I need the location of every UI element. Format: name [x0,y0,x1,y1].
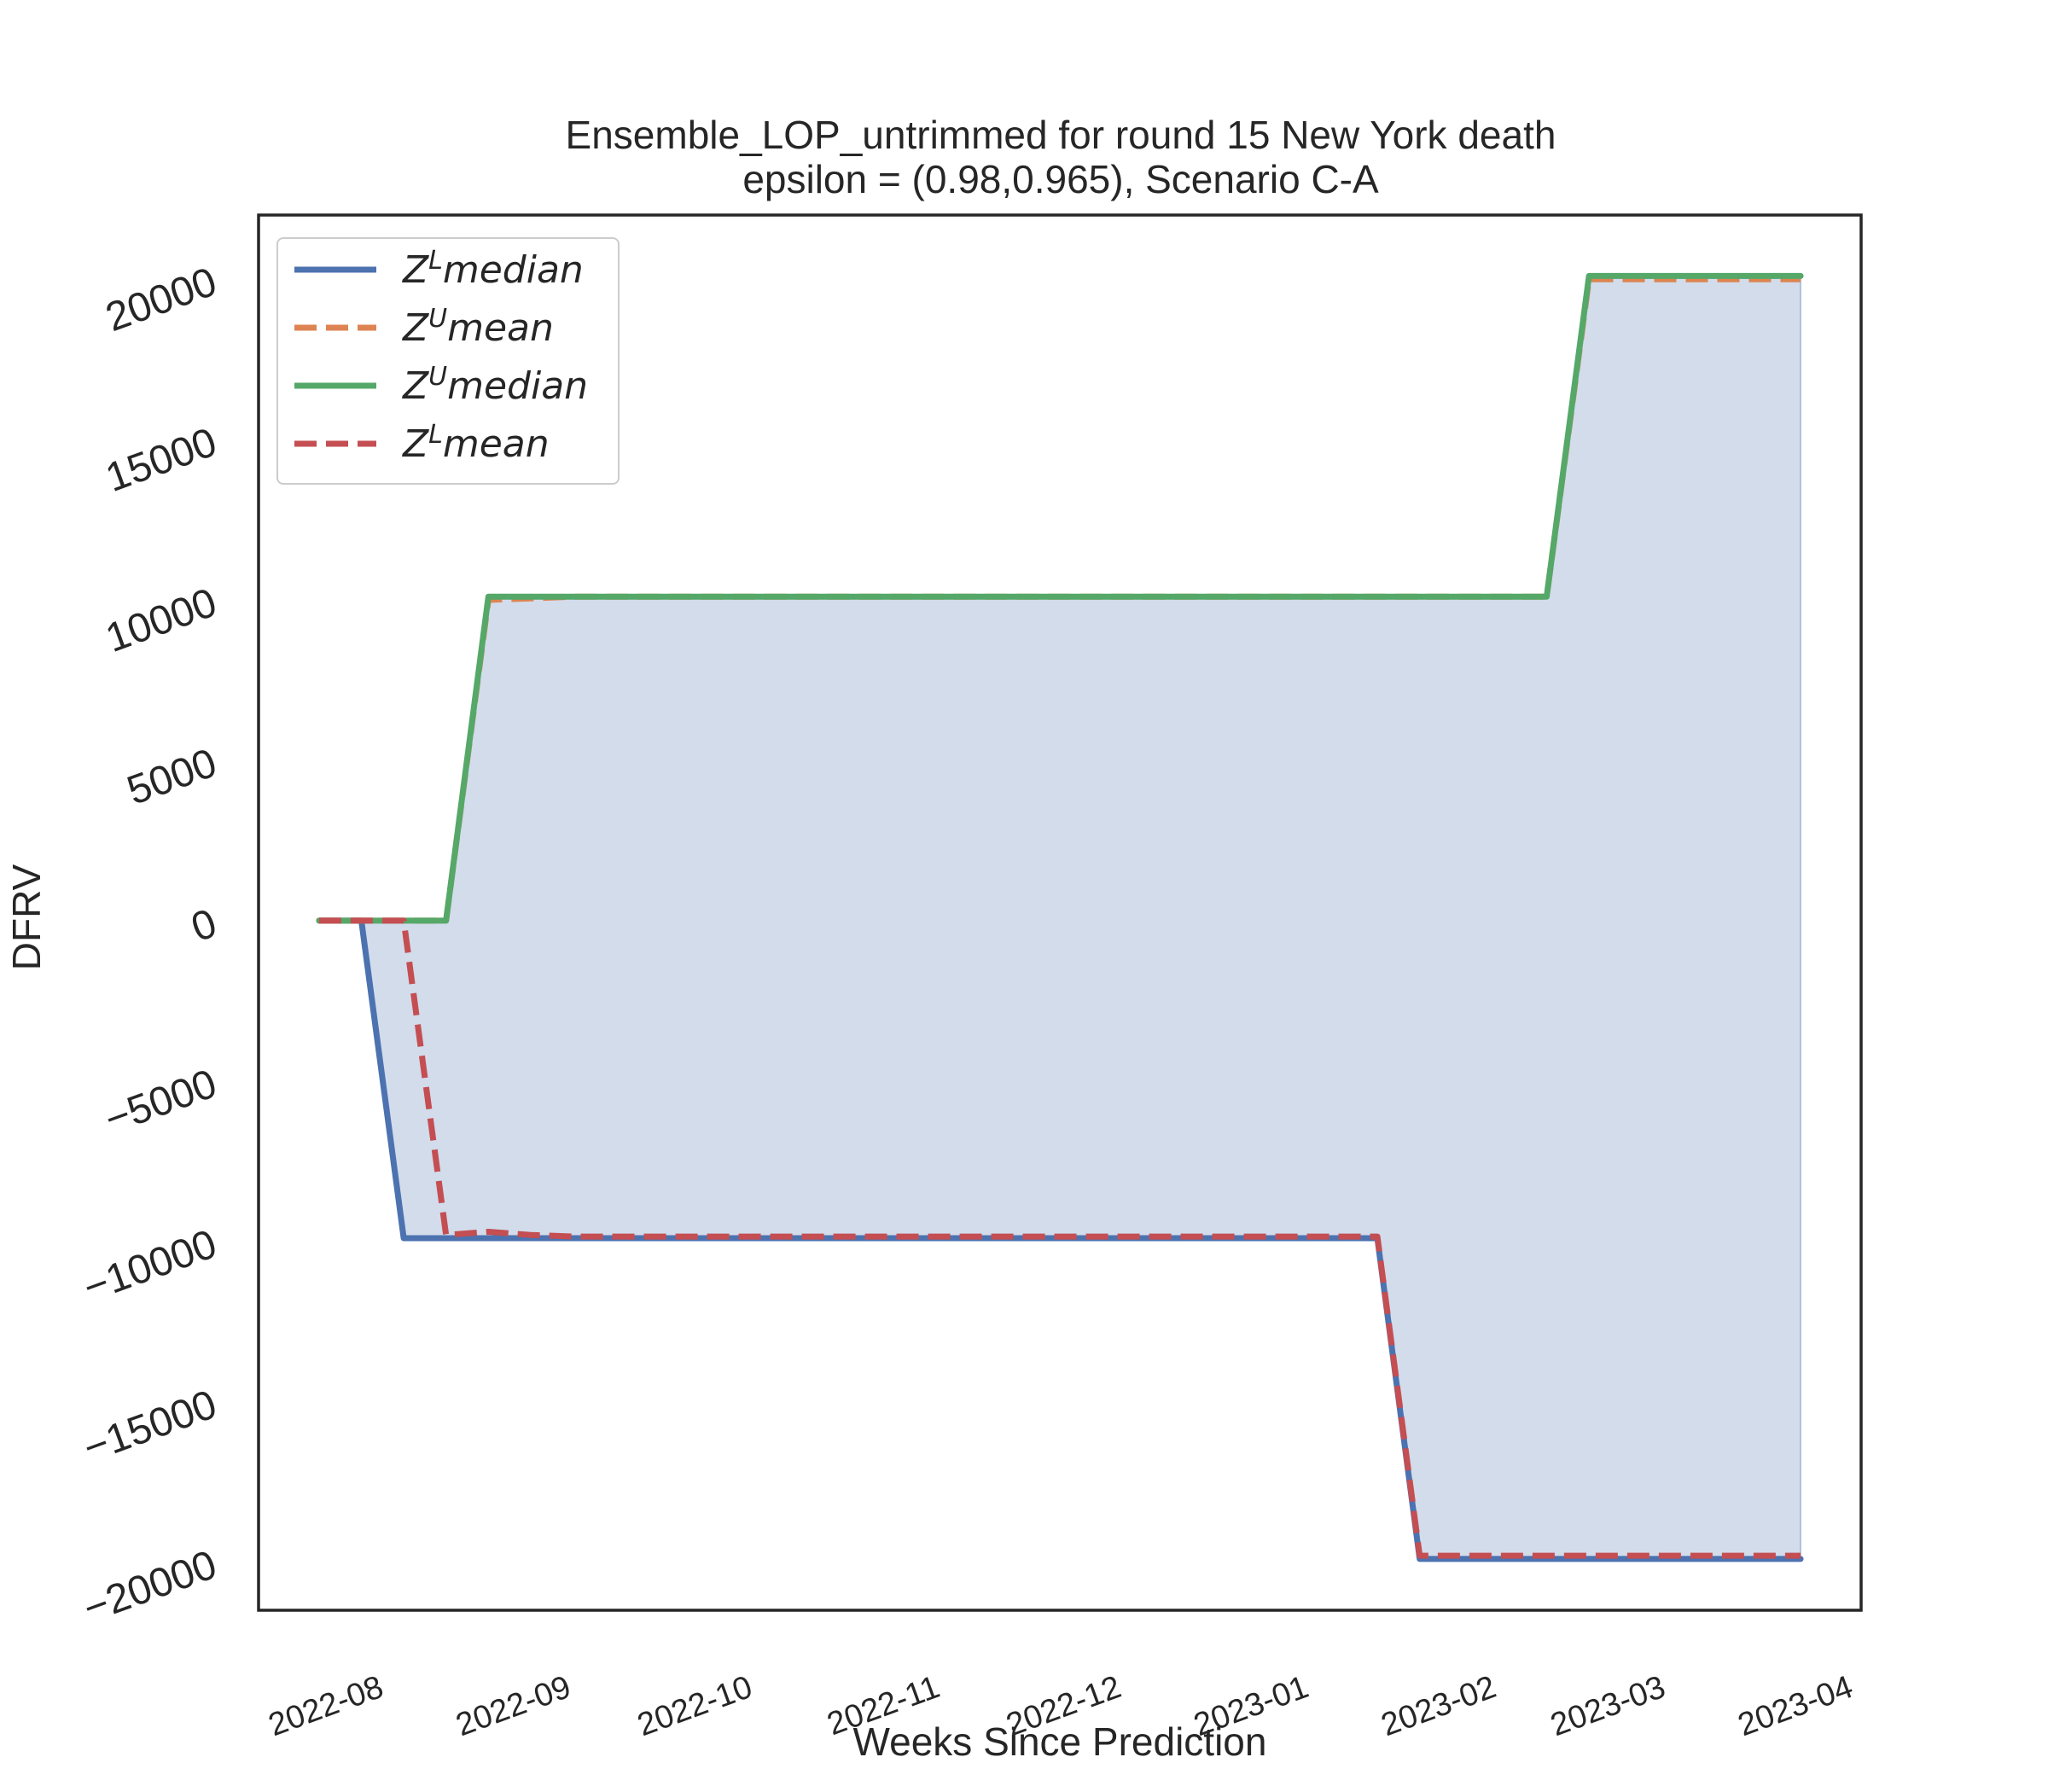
y-tick-label: 20000 [100,259,223,340]
legend-label-3: ZLmean [402,420,550,466]
x-tick-label: 2022-08 [264,1669,387,1743]
plot-frame [257,213,1863,1612]
chart-subtitle: epsilon = (0.98,0.965), Scenario C-A [742,157,1379,201]
plot-area [316,272,1804,1562]
y-tick-label: −15000 [78,1382,223,1471]
y-tick-label: 10000 [100,580,223,661]
y-tick-label: −20000 [78,1542,223,1632]
legend-label-2: ZUmedian [402,362,588,408]
legend-box [276,237,620,485]
y-tick-label: 5000 [121,740,222,813]
x-tick-label: 2023-02 [1376,1669,1500,1743]
y-axis-ticks: 20000 15000 10000 5000 0 −5000 −10000 −15000 −20… [78,259,223,1632]
y-tick-label: 15000 [100,420,223,501]
y-tick-label: −5000 [99,1061,223,1143]
x-tick-label: 2022-09 [451,1669,575,1743]
x-tick-label: 2023-04 [1733,1669,1857,1743]
y-tick-label: 0 [186,900,223,951]
series-line-3 [318,917,1801,1559]
x-axis-label: Weeks Since Prediction [853,1719,1267,1764]
x-tick-label: 2022-10 [633,1669,757,1743]
y-axis-label: DFRV [4,864,49,970]
chart-title: Ensemble_LOP_untrimmed for round 15 New … [566,113,1556,157]
legend-label-1: ZUmean [402,304,554,350]
legend: ZLmedian ZUmean ZUmedian ZLmean [276,237,620,485]
legend-label-0: ZLmedian [402,246,584,292]
y-tick-label: −10000 [78,1221,223,1311]
series-layer [316,272,1804,1562]
series-line-2 [316,272,1804,924]
x-tick-label: 2023-03 [1546,1669,1670,1743]
